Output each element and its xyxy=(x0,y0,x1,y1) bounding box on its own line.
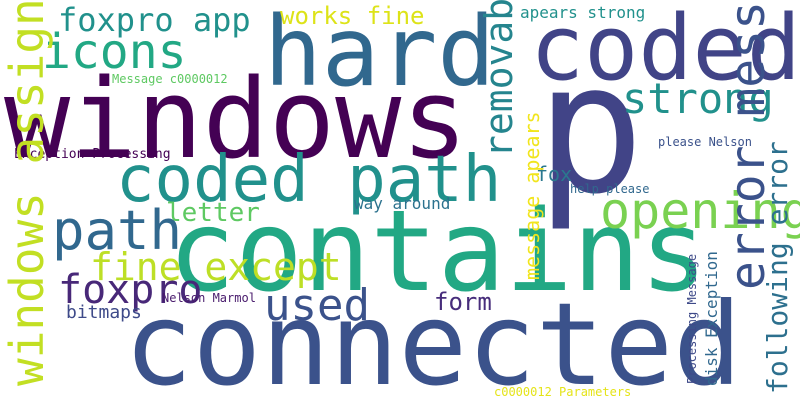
word-disk-exception: disk Exception xyxy=(702,251,721,386)
word-coded: coded xyxy=(530,0,800,101)
word-please-nelson: please Nelson xyxy=(658,135,752,149)
word-message-c0000012: Message c0000012 xyxy=(112,72,228,86)
word-letter: used xyxy=(264,280,370,331)
word-coded-path: coded path xyxy=(116,143,502,217)
word-apears-strong: apears strong xyxy=(520,3,646,22)
word-works-fine: works fine xyxy=(280,2,425,30)
word-icons: icons xyxy=(42,24,187,80)
word-fine-except: following error xyxy=(761,141,794,394)
word-help-please: help please xyxy=(570,182,650,196)
word-windows-assigns: bitmaps xyxy=(66,302,142,323)
word-c0000012-parameters: c0000012 Parameters xyxy=(494,385,632,399)
word-strong: removable drive xyxy=(477,0,521,158)
word-bitmaps: windows assigns xyxy=(0,0,54,386)
word-following-error: message apears xyxy=(520,111,544,280)
word-foxpro-app: foxpro app xyxy=(58,1,251,39)
word-processing-message: Processing Message xyxy=(685,253,699,384)
word-contains: contains xyxy=(168,187,708,317)
word-path: path xyxy=(52,199,183,262)
word-removable-drive: form xyxy=(434,288,492,316)
word-hard: hard xyxy=(264,0,496,108)
word-used: opening xyxy=(600,182,800,240)
word-exception-processing: Exception Processing xyxy=(14,147,171,162)
word-fox: fine except xyxy=(90,245,342,289)
word-error-message: fox xyxy=(536,162,573,186)
word-p: p xyxy=(536,25,645,234)
word-form: foxpro xyxy=(58,267,203,313)
word-connected: connected xyxy=(124,278,742,400)
word-opening: strong xyxy=(622,74,774,123)
word-message-apears: way around xyxy=(354,194,451,213)
word-way-around: letter xyxy=(166,198,260,228)
word-nelson-marmol: Nelson Marmol xyxy=(162,291,256,305)
word-windows: windows xyxy=(4,55,468,183)
